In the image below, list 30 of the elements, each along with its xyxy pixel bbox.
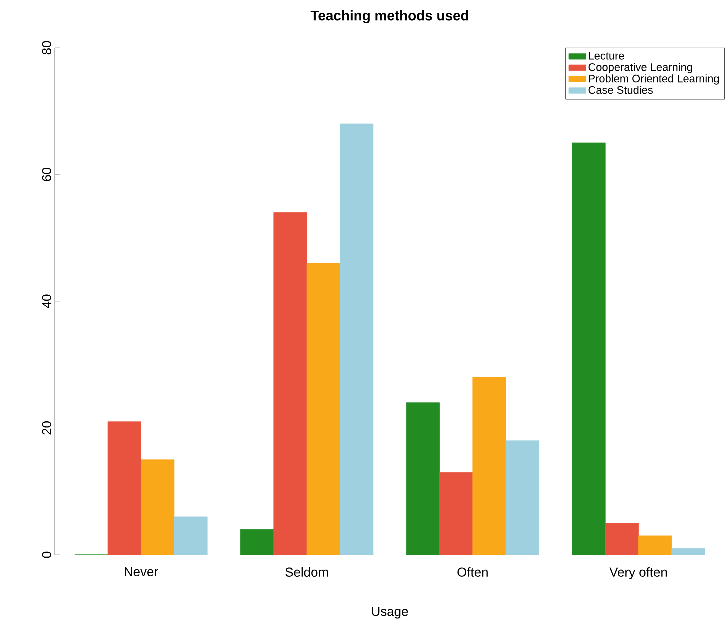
- legend-label: Case Studies: [588, 86, 653, 94]
- bar: [274, 212, 308, 556]
- bar: [141, 460, 175, 556]
- y-tick-label: 20: [42, 422, 52, 435]
- legend-label: Lecture: [589, 52, 624, 60]
- x-tick-label: Often: [458, 567, 488, 577]
- bar: [638, 536, 672, 556]
- bar: [306, 263, 340, 556]
- x-tick-label: Very often: [610, 567, 668, 580]
- x-tick-label: Seldom: [286, 567, 328, 577]
- bar: [672, 548, 706, 556]
- bar: [506, 440, 540, 556]
- bar: [406, 402, 440, 556]
- bar: [240, 529, 274, 556]
- bar: [472, 377, 506, 556]
- bar: [108, 422, 142, 556]
- bar: [174, 516, 208, 556]
- y-tick-label: 40: [42, 294, 52, 308]
- x-axis-title: Usage: [372, 607, 408, 619]
- y-tick-label: 60: [42, 168, 52, 182]
- y-tick-label: 0: [42, 552, 52, 558]
- bar: [340, 124, 374, 556]
- y-tick-label: 80: [42, 41, 52, 55]
- bar: [572, 142, 606, 556]
- legend-label: Problem Oriented Learning: [589, 74, 720, 85]
- bar: [605, 523, 639, 556]
- legend-label: Cooperative Learning: [588, 63, 692, 74]
- bar: [440, 472, 474, 556]
- x-tick-label: Never: [125, 567, 158, 577]
- chart-title: Teaching methods used: [310, 10, 468, 24]
